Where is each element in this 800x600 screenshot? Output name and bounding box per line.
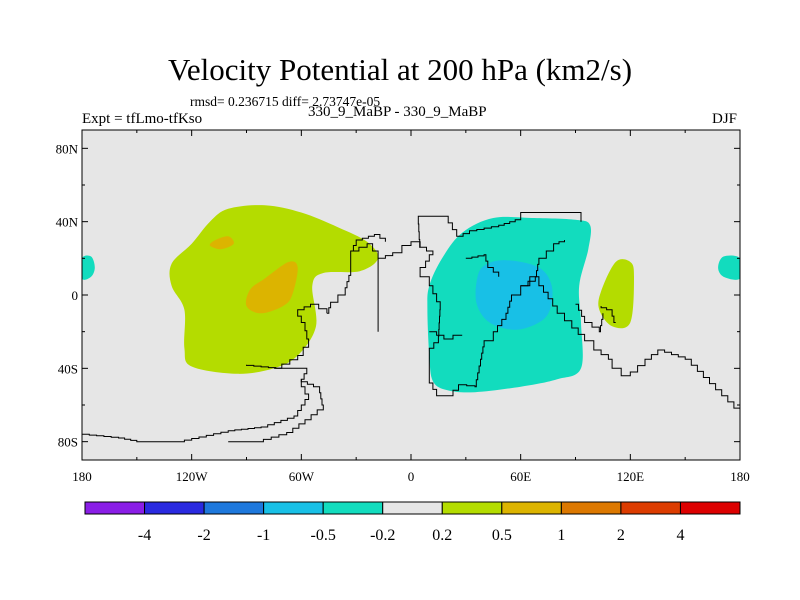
- colorbar-swatch: [620, 501, 681, 515]
- negative-anomaly-dateline-west: [82, 255, 95, 280]
- y-tick-label: 40S: [58, 361, 78, 376]
- coastline-2: [228, 379, 324, 443]
- coastline-10: [575, 303, 604, 333]
- y-tick-label: 40N: [56, 215, 79, 230]
- x-tick-label: 60W: [289, 469, 315, 484]
- colorbar-label: 4: [676, 527, 684, 544]
- x-tick-label: 120E: [617, 469, 645, 484]
- x-tick-label: 0: [408, 469, 415, 484]
- positive-anomaly-east-pacific: [598, 259, 634, 329]
- coastline-11: [600, 306, 616, 323]
- colorbar-swatch: [679, 501, 741, 515]
- colorbar-label: -1: [257, 527, 270, 544]
- stats-text: rmsd= 0.236715 diff= 2.73747e-05: [190, 94, 381, 109]
- experiment-label: Expt = tfLmo-tfKso: [82, 111, 203, 127]
- colorbar-label: -0.5: [311, 527, 336, 544]
- colorbar-label: 0.5: [492, 527, 512, 544]
- colorbar-swatch: [144, 501, 205, 515]
- negative-anomaly-dateline-east: [718, 255, 740, 280]
- colorbar-swatch: [263, 501, 324, 515]
- season-label: DJF: [712, 111, 738, 127]
- y-tick-label: 80N: [56, 141, 79, 156]
- colorbar-label: -0.2: [370, 527, 395, 544]
- coastline-7: [429, 331, 463, 340]
- colorbar-swatch: [441, 501, 503, 515]
- x-tick-label: 120W: [176, 469, 209, 484]
- x-tick-label: 180: [730, 469, 750, 484]
- coastline-4: [326, 243, 379, 314]
- colorbar-label: 0.2: [432, 527, 452, 544]
- coastline-1: [82, 364, 310, 443]
- positive-core-north: [209, 236, 234, 250]
- coastline-0: [377, 241, 740, 415]
- colorbar-swatch: [84, 501, 146, 515]
- runs-label: 330_9_MaBP - 330_9_MaBP: [308, 104, 487, 120]
- coastline-6: [417, 212, 582, 248]
- coastline-9: [520, 240, 565, 287]
- chart-title: Velocity Potential at 200 hPa (km2/s): [167, 52, 633, 87]
- colorbar-swatch: [560, 501, 622, 515]
- colorbar-label: -4: [138, 527, 151, 544]
- x-tick-label: 180: [72, 469, 92, 484]
- y-tick-label: 0: [72, 288, 79, 303]
- colorbar-swatch: [203, 501, 265, 515]
- coastline-3: [273, 303, 328, 369]
- coastline-5: [350, 234, 386, 252]
- colorbar-label: -2: [197, 527, 210, 544]
- colorbar-swatch: [322, 501, 384, 515]
- colorbar-label: 2: [617, 527, 625, 544]
- colorbar-swatch: [382, 501, 443, 515]
- x-tick-label: 60E: [510, 469, 531, 484]
- coastline-8: [465, 254, 500, 277]
- colorbar-swatch: [501, 501, 562, 515]
- y-tick-label: 80S: [58, 435, 78, 450]
- positive-core-central: [245, 261, 298, 314]
- colorbar-label: 1: [557, 527, 565, 544]
